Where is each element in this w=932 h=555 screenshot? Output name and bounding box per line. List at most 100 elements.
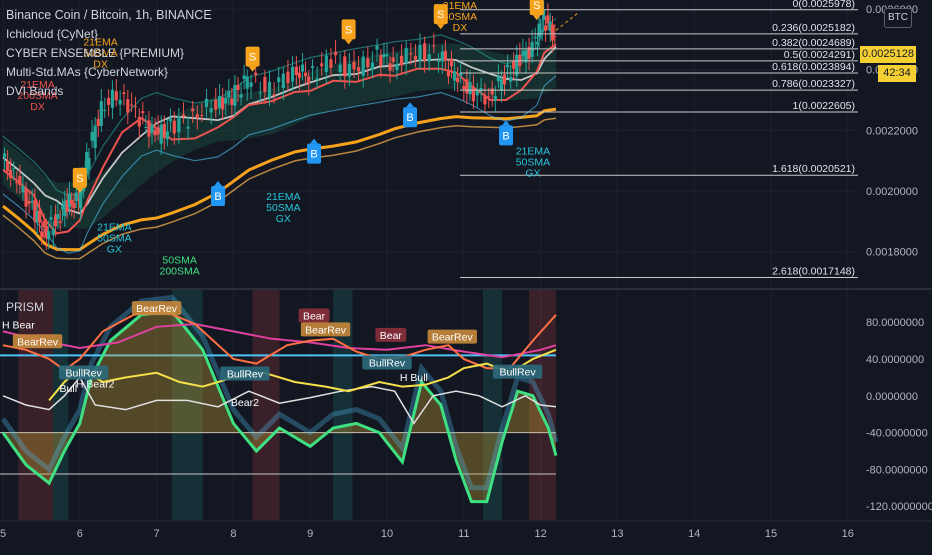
candle-body [165, 131, 169, 140]
candle-body [418, 44, 422, 61]
candle-body [527, 47, 531, 59]
indicator-multi-std-mas[interactable]: Multi-Std.MAs {CyberNetwork} [6, 65, 169, 79]
cross-label-line: 21EMA [97, 221, 131, 233]
prism-label-text: BearRev [305, 324, 347, 336]
candle-body [548, 21, 552, 32]
candle-body [512, 60, 516, 69]
indicator-ichicloud[interactable]: Ichicloud {CyNet} [6, 27, 99, 41]
fib-label: 0.618(0.0023894) [772, 61, 855, 73]
candle-body [537, 23, 541, 37]
prism-series-slow [2, 322, 557, 359]
candle-body [186, 126, 190, 129]
prism-series-trend [48, 348, 557, 402]
time-tick-label: 10 [381, 528, 393, 540]
candle-body [200, 115, 204, 117]
candle-body [361, 56, 365, 76]
price-tick-label: 0.0020000 [866, 186, 918, 198]
prism-label-text: BearRev [432, 332, 474, 344]
prism-label: BearRev [12, 334, 63, 349]
prism-label: BullRev [362, 355, 412, 370]
candle-body [459, 72, 463, 76]
candle-body [159, 124, 163, 144]
candle-body [423, 43, 427, 61]
buy-signal: B [307, 138, 322, 164]
signal-label: S [345, 24, 352, 36]
signal-label: B [214, 191, 221, 203]
candle-body [27, 200, 31, 204]
sell-signal: S [433, 4, 448, 30]
candle-body [539, 31, 543, 33]
time-tick-label: 7 [154, 528, 160, 540]
candle-body [21, 185, 25, 193]
candle-body [58, 221, 62, 224]
candle-body [521, 50, 525, 57]
candle-body [153, 129, 157, 136]
signal-label: B [310, 149, 317, 161]
candle-body [47, 231, 51, 240]
candle-body [15, 181, 19, 184]
candle-body [233, 84, 237, 106]
candle-body [209, 108, 213, 113]
candle-body [535, 42, 540, 45]
candle-body [347, 64, 351, 77]
fib-label: 0.236(0.0025182) [772, 22, 855, 34]
quote-currency-button[interactable]: BTC [884, 8, 912, 28]
candle-body [87, 157, 91, 170]
signal-label: B [502, 130, 509, 142]
candle-body [118, 99, 122, 105]
candle-body [242, 75, 246, 79]
candle-body [37, 210, 42, 223]
prism-label: Bear2 [231, 397, 259, 409]
cross-label-line: GX [107, 243, 122, 255]
indicator-cyber-ensemble[interactable]: CYBER ENSEMBLE {PREMIUM} [6, 46, 185, 60]
candle-body [67, 193, 72, 208]
signal-label: S [249, 52, 256, 64]
candle-body [409, 53, 413, 55]
candle-body [224, 97, 228, 104]
candle-body [515, 54, 519, 76]
indicator-dvi-bands[interactable]: DVI Bands [6, 84, 64, 98]
candle-body [54, 214, 58, 227]
candle-body [90, 131, 94, 141]
candle-body [352, 61, 356, 70]
candle-body [6, 161, 10, 172]
prism-label-text: BullRev [227, 368, 264, 380]
candle-body [505, 64, 510, 68]
candle-body [413, 55, 418, 60]
sell-signal: S [341, 19, 356, 45]
candle-body [56, 213, 60, 219]
candle-body [126, 99, 130, 113]
candle-body [74, 192, 78, 202]
candle-body [490, 88, 494, 95]
cross-label-line: 50SMA [83, 47, 117, 59]
candle-body [432, 45, 436, 47]
symbol-title[interactable]: Binance Coin / Bitcoin, 1h, BINANCE [6, 8, 212, 22]
candle-body [277, 77, 281, 83]
cross-label-line: 50SMA [516, 157, 550, 169]
time-tick-label: 12 [534, 528, 546, 540]
sell-signal: S [245, 46, 260, 72]
candle-body [297, 72, 302, 78]
time-tick-label: 9 [307, 528, 313, 540]
candle-body [77, 199, 81, 201]
prism-label: H Bear [2, 320, 35, 332]
prism-label: H Bull [400, 372, 428, 384]
ma-200-line [2, 107, 557, 252]
candle-body [475, 90, 479, 96]
fib-label: 0.5(0.0024291) [784, 49, 855, 61]
candle-body [468, 82, 472, 95]
cross-label-line: 21EMA [20, 79, 54, 91]
prism-label: BearRev [427, 329, 477, 344]
candle-body [44, 225, 48, 238]
prism-series-fast [1, 309, 558, 504]
candle-body [307, 76, 311, 84]
prism-fast-area [3, 311, 556, 502]
prism-pane-title[interactable]: PRISM [6, 300, 45, 314]
fib-label: 1(0.0022605) [793, 100, 855, 112]
prism-label: BearRev [300, 322, 351, 337]
fib-label: 0(0.0025978) [793, 0, 855, 10]
prism-label: BearRev [131, 301, 182, 316]
